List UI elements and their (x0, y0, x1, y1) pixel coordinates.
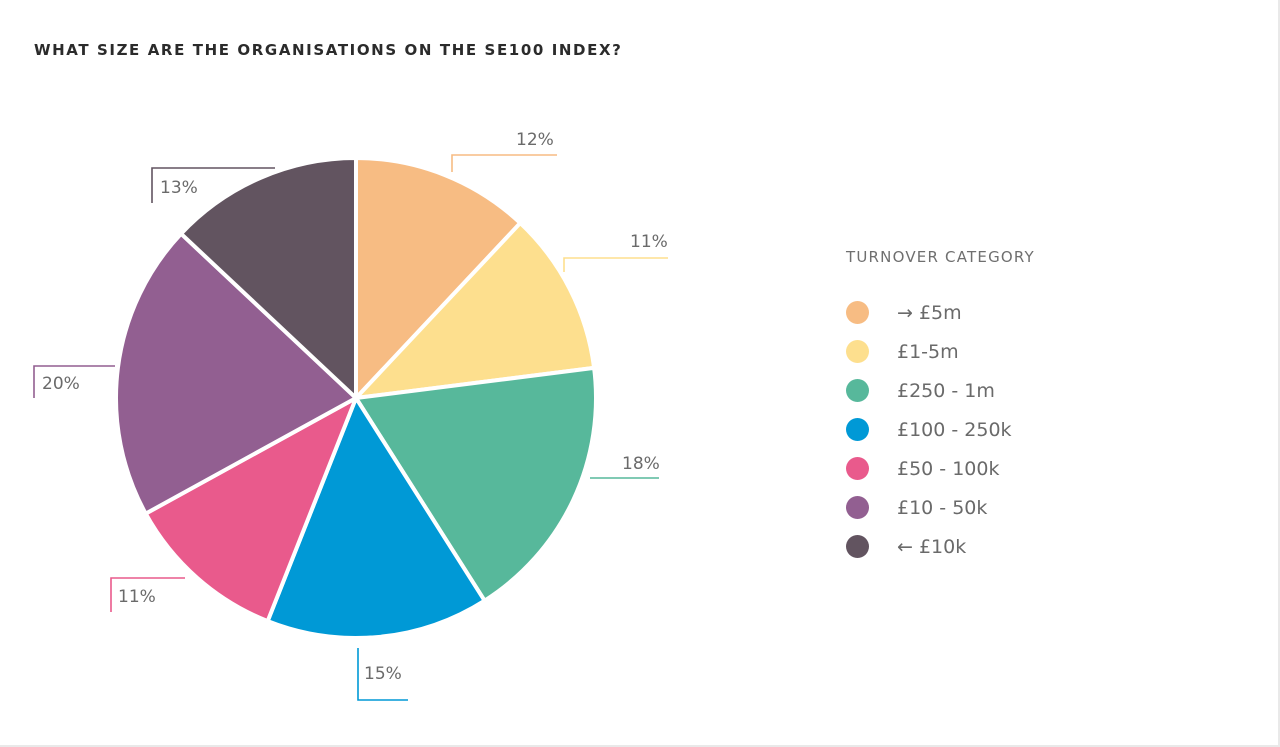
slice-label-2: 11% (630, 232, 668, 252)
legend-item-4: £100 - 250k (846, 410, 1166, 449)
legend-swatch-2 (846, 340, 869, 363)
pie-slice-6 (114, 231, 358, 516)
legend-item-3: £250 - 1m (846, 371, 1166, 410)
slice-leader-line-6 (33, 365, 115, 398)
slice-leader-line-1 (451, 154, 557, 172)
legend-label-2: £1-5m (897, 340, 959, 363)
legend-item-5: £50 - 100k (846, 449, 1166, 488)
legend-swatch-3 (846, 379, 869, 402)
pie-slice-4 (265, 396, 487, 640)
legend-label-3: £250 - 1m (897, 379, 995, 402)
legend-swatch-5 (846, 457, 869, 480)
legend-label-1: → £5m (897, 301, 962, 324)
legend-items: → £5m £1-5m £250 - 1m £100 - 250k £50 - 100k… (846, 293, 1166, 566)
slice-label-7: 13% (160, 178, 198, 198)
legend-label-7: ← £10k (897, 535, 967, 558)
legend-label-5: £50 - 100k (897, 457, 1000, 480)
legend: TURNOVER CATEGORY → £5m £1-5m £250 - 1m £10… (846, 248, 1166, 566)
legend-swatch-6 (846, 496, 869, 519)
legend-item-2: £1-5m (846, 332, 1166, 371)
slice-label-1: 12% (516, 130, 554, 150)
slice-label-3: 18% (622, 454, 660, 474)
slice-leader-line-2 (563, 257, 668, 272)
pie-slice-1 (354, 156, 523, 400)
pie-slice-2 (354, 221, 597, 400)
chart-title: WHAT SIZE ARE THE ORGANISATIONS ON THE S… (34, 41, 623, 59)
slice-label-4: 15% (364, 664, 402, 684)
legend-swatch-1 (846, 301, 869, 324)
slice-label-6: 20% (42, 374, 80, 394)
legend-swatch-4 (846, 418, 869, 441)
slice-labels: 12% 11% 18% 15% 11% 20% 13% (42, 130, 668, 684)
slice-leader-line-4 (357, 648, 408, 701)
legend-label-4: £100 - 250k (897, 418, 1012, 441)
legend-item-6: £10 - 50k (846, 488, 1166, 527)
pie-slice-5 (143, 396, 358, 624)
slice-label-leaders (33, 154, 668, 701)
legend-title: TURNOVER CATEGORY (846, 248, 1035, 266)
legend-item-1: → £5m (846, 293, 1166, 332)
legend-label-6: £10 - 50k (897, 496, 988, 519)
legend-swatch-7 (846, 535, 869, 558)
pie-slice-7 (179, 156, 358, 400)
pie-slice-3 (354, 365, 598, 603)
slice-label-5: 11% (118, 587, 156, 607)
slice-leader-line-7 (151, 167, 275, 203)
legend-item-7: ← £10k (846, 527, 1166, 566)
slice-leader-line-5 (110, 577, 185, 612)
pie-slices (114, 156, 598, 640)
